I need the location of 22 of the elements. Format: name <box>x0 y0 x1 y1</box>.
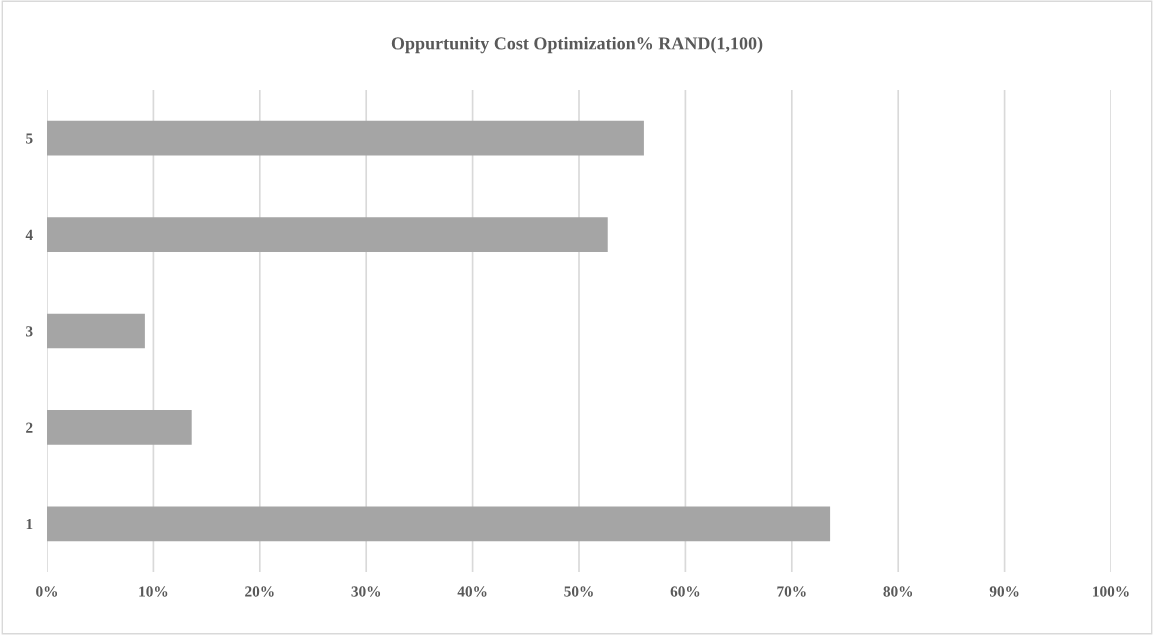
x-tick-label: 0% <box>36 586 58 597</box>
x-tick-label: 60% <box>670 586 700 597</box>
bar <box>47 217 608 252</box>
y-tick-label: 5 <box>26 133 33 144</box>
bar <box>47 120 644 156</box>
x-tick-label: 70% <box>777 586 806 597</box>
y-tick-label: 4 <box>25 229 33 240</box>
chart-title: Oppurtunity Cost Optimization% RAND(1,100) <box>391 36 763 54</box>
x-tick-label: 90% <box>989 586 1019 597</box>
x-tick-label: 50% <box>564 586 593 597</box>
x-tick-label: 10% <box>139 586 168 597</box>
y-tick-label: 2 <box>26 422 33 433</box>
y-tick-label: 1 <box>26 519 33 530</box>
x-tick-label: 20% <box>245 586 274 597</box>
x-tick-label: 100% <box>1093 586 1129 597</box>
bar <box>47 506 831 542</box>
y-tick-label: 3 <box>26 326 33 337</box>
bar <box>47 313 145 349</box>
x-tick-label: 40% <box>457 586 487 597</box>
x-tick-label: 80% <box>883 586 913 597</box>
bar <box>47 410 192 445</box>
x-tick-label: 30% <box>351 586 381 597</box>
